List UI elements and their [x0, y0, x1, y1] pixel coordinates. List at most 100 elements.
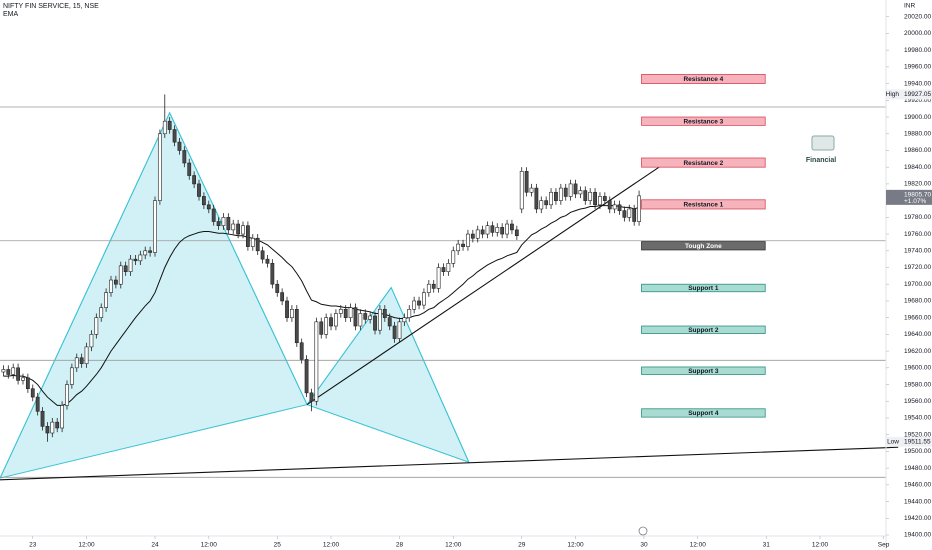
- y-tick-label: 19920.00: [904, 97, 931, 104]
- candle-body: [602, 196, 607, 201]
- candle-body: [133, 258, 138, 262]
- candle-body: [402, 317, 407, 323]
- currency: INR: [904, 3, 916, 10]
- candle-body: [128, 258, 133, 272]
- price-tag: [901, 89, 932, 100]
- candle-body: [387, 317, 392, 327]
- candle-body: [216, 221, 221, 227]
- candle-body: [373, 315, 377, 331]
- x-tick-label: 12:00: [323, 542, 340, 549]
- y-tick-label: 19500.00: [904, 448, 931, 455]
- candle-body: [250, 237, 255, 247]
- candle-body: [549, 191, 553, 206]
- candle-body: [167, 120, 172, 130]
- candle-body: [270, 263, 275, 285]
- y-tick-label: 19880.00: [904, 130, 931, 137]
- candle-body: [358, 313, 363, 327]
- zone-label: Support 4: [688, 410, 719, 417]
- candle-body: [157, 133, 162, 201]
- candle-body: [392, 325, 397, 339]
- candle-body: [1, 369, 6, 373]
- candle-body: [138, 254, 143, 262]
- price-tag-label: 19927.05: [904, 91, 931, 98]
- candle-body: [84, 346, 89, 364]
- candle-body: [505, 223, 509, 235]
- candle-body: [529, 187, 534, 193]
- y-tick-label: 19760.00: [904, 231, 931, 238]
- goto-icon[interactable]: [638, 526, 648, 536]
- x-tick-label: 31: [763, 542, 771, 549]
- candle-body: [378, 308, 382, 331]
- candle-body: [231, 223, 236, 231]
- y-tick-label: 19480.00: [904, 465, 931, 472]
- zone-box: [641, 157, 766, 168]
- candle-body: [441, 267, 446, 272]
- candle-body: [334, 313, 338, 327]
- candle-body: [348, 307, 353, 318]
- y-tick-label: 19660.00: [904, 314, 931, 321]
- candle-body: [118, 265, 123, 285]
- logo-text: Financial: [806, 157, 836, 164]
- x-tick-label: 12:00: [690, 542, 707, 549]
- candle-body: [172, 129, 177, 143]
- candle-body: [309, 392, 314, 402]
- candle-body: [16, 367, 20, 381]
- candle-body: [221, 217, 226, 227]
- candle-body: [177, 141, 182, 151]
- candle-body: [314, 321, 319, 402]
- candle-body: [588, 191, 593, 201]
- candle-body: [622, 210, 627, 218]
- candle-body: [246, 225, 250, 247]
- y-tick-label: 19640.00: [904, 331, 931, 338]
- y-tick-label: 19540.00: [904, 415, 931, 422]
- candle-body: [578, 190, 583, 195]
- candle-body: [319, 321, 324, 335]
- candle-body: [524, 171, 529, 193]
- y-tick-label: 19780.00: [904, 214, 931, 221]
- candle-body: [593, 191, 597, 206]
- zone-box: [641, 199, 766, 210]
- candle-body: [74, 357, 79, 369]
- y-tick-label: 19840.00: [904, 164, 931, 171]
- candle-body: [55, 421, 60, 429]
- candle-body: [304, 359, 309, 394]
- trendline: [306, 161, 667, 406]
- candle-body: [353, 307, 358, 327]
- y-tick-label: 19420.00: [904, 515, 931, 522]
- x-tick-label: 24: [151, 542, 159, 549]
- candle-body: [201, 196, 206, 206]
- candle-body: [30, 388, 35, 398]
- candle-body: [104, 292, 109, 308]
- last-price-tag: [886, 189, 932, 205]
- candle-body: [466, 233, 470, 247]
- y-tick-label: 19680.00: [904, 298, 931, 305]
- candle-body: [598, 196, 602, 206]
- x-tick-label: 12:00: [78, 542, 95, 549]
- x-tick-label: 29: [518, 542, 526, 549]
- candle-body: [299, 342, 304, 360]
- candle-body: [343, 308, 348, 318]
- logo-icon: [811, 135, 835, 151]
- candle-body: [60, 405, 64, 429]
- candle-body: [627, 208, 632, 218]
- candle-body: [187, 162, 192, 176]
- price-tag-label: 19511.55: [904, 438, 931, 445]
- y-tick-label: 19940.00: [904, 80, 931, 87]
- candle-body: [431, 283, 436, 289]
- candle-body: [480, 229, 485, 235]
- candle-body: [109, 279, 113, 293]
- candle-body: [21, 377, 25, 381]
- y-tick-label: 19860.00: [904, 147, 931, 154]
- x-tick-label: 28: [396, 542, 404, 549]
- candle-body: [50, 421, 55, 434]
- candle-body: [45, 426, 50, 434]
- zone-label: Support 1: [688, 285, 719, 292]
- x-tick-label: 12:00: [445, 542, 462, 549]
- candle-body: [113, 279, 118, 285]
- candle-body: [617, 204, 622, 211]
- candle-body: [236, 223, 241, 235]
- x-tick-label: 12:00: [567, 542, 584, 549]
- last-price-label: 19805.70: [904, 192, 931, 199]
- price-tag-name-box: [886, 89, 901, 100]
